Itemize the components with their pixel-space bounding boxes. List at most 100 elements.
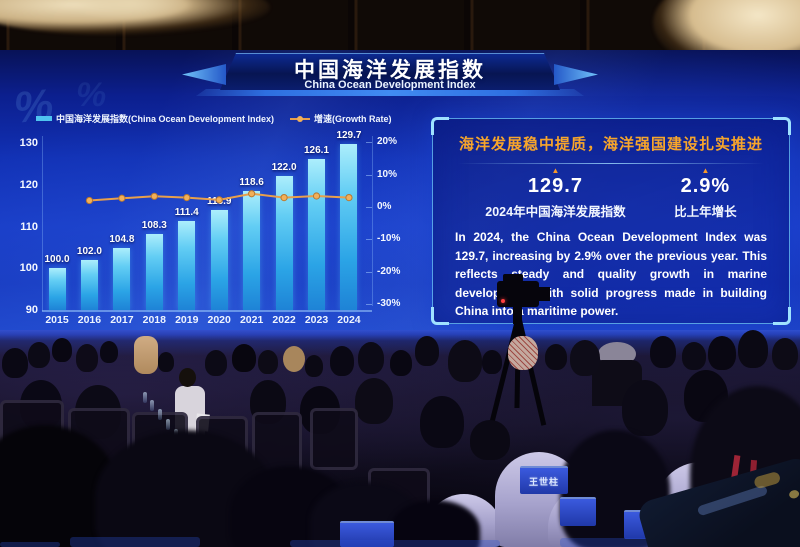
index-bar: [48, 268, 66, 310]
audience-head-silhouette: [258, 350, 278, 374]
x-axis-year-label: 2018: [142, 314, 166, 326]
audience-head-silhouette: [545, 344, 567, 370]
audience-head-silhouette: [708, 336, 736, 370]
audience-head-silhouette: [390, 350, 412, 376]
panel-headline: 海洋发展稳中提质，海洋强国建设扎实推进: [458, 136, 763, 153]
x-axis-baseline: [42, 310, 372, 312]
water-bottle: [143, 392, 147, 403]
audience-head-silhouette: [420, 396, 464, 448]
screen-title-english: China Ocean Development Index: [304, 79, 476, 91]
chair-name-placard: [340, 521, 394, 547]
index-bar: [340, 144, 358, 310]
right-axis-tick-label: 20%: [377, 136, 398, 148]
bar-series-swatch: [36, 116, 52, 121]
audience-head-silhouette: [305, 355, 323, 377]
audience-head-silhouette: [682, 342, 706, 370]
camera-body: [497, 281, 539, 307]
bar-value-label: 113.9: [206, 196, 232, 208]
panel-divider: [457, 163, 765, 164]
audience-head-silhouette: [100, 341, 118, 363]
bar-value-label: 111.4: [174, 206, 199, 218]
audience-head-silhouette: [52, 338, 72, 362]
bar-value-label: 102.0: [76, 245, 102, 257]
y-axis-left: [42, 136, 43, 311]
x-axis-year-label: 2022: [272, 314, 296, 326]
audience-head-silhouette: [232, 344, 256, 372]
audience-head-silhouette: [650, 336, 676, 368]
index-bar: [210, 210, 228, 310]
camera-handle: [503, 274, 523, 282]
bar-value-label: 118.6: [239, 176, 264, 188]
x-axis-year-label: 2021: [239, 314, 264, 326]
audience-head-silhouette: [205, 350, 227, 376]
stat-growth: ▲ 2.9% 比上年增长: [674, 167, 737, 220]
phone-screen-glint: [753, 470, 782, 490]
audience-head-silhouette: [772, 338, 798, 370]
floor-reflection: [70, 537, 200, 547]
x-axis-year-label: 2016: [77, 314, 102, 326]
bar-value-label: 104.8: [109, 234, 135, 246]
chart-legend: 中国海洋发展指数(China Ocean Development Index) …: [36, 112, 392, 125]
audience-head-silhouette: [470, 420, 510, 460]
right-axis-tick-label: -20%: [377, 265, 401, 277]
summary-paragraph: In 2024, the China Ocean Development Ind…: [455, 230, 767, 319]
stat-label: 2024年中国海洋发展指数: [485, 205, 626, 219]
right-axis-tick-label: 0%: [377, 201, 392, 212]
audience-head-silhouette: [355, 378, 393, 424]
y-axis-right: [372, 136, 373, 306]
presentation-screen: % % 中国海洋发展指数 China Ocean Development Ind…: [0, 50, 800, 335]
panel-stats: ▲ 129.7 2024年中国海洋发展指数 ▲ 2.9% 比上年增长: [433, 167, 789, 220]
foreground-silhouette: [390, 500, 480, 547]
right-axis-tick-label: -10%: [377, 233, 401, 245]
banquet-chair-dark: [310, 408, 358, 470]
audience-member-head: [179, 368, 196, 387]
bar-value-label: 126.1: [304, 145, 330, 157]
screen-title-chinese: 中国海洋发展指数: [294, 59, 486, 82]
left-axis-tick-label: 90: [25, 304, 38, 316]
up-triangle-icon: ▲: [701, 166, 710, 175]
panel-corner: [431, 307, 449, 325]
x-axis-year-label: 2023: [304, 314, 329, 326]
bar-value-label: 129.7: [336, 130, 362, 142]
right-axis-tick-label: -30%: [377, 298, 401, 310]
audience-member-headscarf: [134, 336, 158, 374]
audience-head-silhouette: [2, 348, 28, 378]
audience-head-silhouette: [158, 352, 174, 372]
banner-base-bar: [196, 89, 584, 96]
floor-reflection: [0, 542, 60, 547]
chair-name-placard: [560, 497, 596, 526]
right-axis-tick-mark: [366, 174, 372, 176]
up-triangle-icon: ▲: [551, 166, 560, 175]
stat-label: 比上年增长: [674, 205, 737, 219]
bar-value-label: 108.3: [141, 219, 167, 231]
water-bottle: [166, 419, 170, 430]
line-series-swatch: [290, 115, 311, 122]
audience-head-silhouette: [738, 330, 768, 368]
audience-head-silhouette: [622, 380, 668, 436]
audience-member-keffiyeh: [508, 336, 538, 370]
left-axis-tick-label: 120: [19, 178, 38, 191]
audience-head-silhouette: [330, 346, 354, 376]
index-bar: [308, 159, 326, 310]
right-axis-tick-mark: [366, 239, 372, 241]
x-axis-year-label: 2020: [207, 314, 231, 326]
index-bar: [113, 248, 131, 310]
index-bar: [145, 233, 163, 310]
audience-head-silhouette: [570, 340, 600, 376]
bar-value-label: 122.0: [271, 162, 297, 174]
stat-value: 129.7: [527, 175, 583, 197]
left-axis-tick-label: 110: [20, 220, 38, 233]
index-bar: [178, 220, 196, 310]
stat-index-2024: ▲ 129.7 2024年中国海洋发展指数: [485, 167, 625, 220]
right-axis-tick-mark: [366, 142, 372, 144]
bar-value-label: 100.0: [44, 254, 70, 266]
banner-background: [220, 53, 560, 90]
ceiling: [0, 0, 800, 72]
index-bar: [80, 259, 98, 310]
legend-label-index: 中国海洋发展指数(China Ocean Development Index): [56, 114, 275, 124]
audience-head-silhouette: [415, 336, 439, 366]
camera-record-light: [501, 299, 505, 303]
stat-value: 2.9%: [680, 175, 731, 197]
audience-head-silhouette: [76, 344, 98, 372]
legend-label-growth: 增速(Growth Rate): [314, 114, 392, 124]
